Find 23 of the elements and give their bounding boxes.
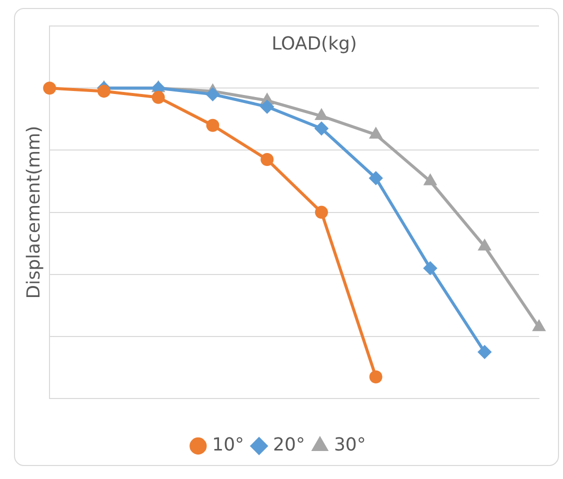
point xyxy=(424,262,437,275)
point xyxy=(370,128,382,139)
point xyxy=(43,82,56,95)
point xyxy=(478,346,492,359)
legend-label: 30° xyxy=(334,434,366,456)
legend-label: 20° xyxy=(273,434,305,456)
y-axis-title: Displacement(mm) xyxy=(23,126,44,299)
point xyxy=(369,172,382,185)
point xyxy=(314,122,328,135)
legend-label: 10° xyxy=(212,434,244,456)
text: LOAD(kg) xyxy=(272,34,357,55)
point xyxy=(206,88,220,101)
point xyxy=(97,84,110,98)
point xyxy=(424,174,436,186)
point xyxy=(206,118,220,132)
point xyxy=(314,206,328,219)
point xyxy=(316,110,328,120)
point xyxy=(533,320,545,332)
point xyxy=(152,90,165,104)
point xyxy=(478,240,490,250)
point xyxy=(369,370,382,384)
point xyxy=(260,153,274,166)
point xyxy=(260,100,274,114)
